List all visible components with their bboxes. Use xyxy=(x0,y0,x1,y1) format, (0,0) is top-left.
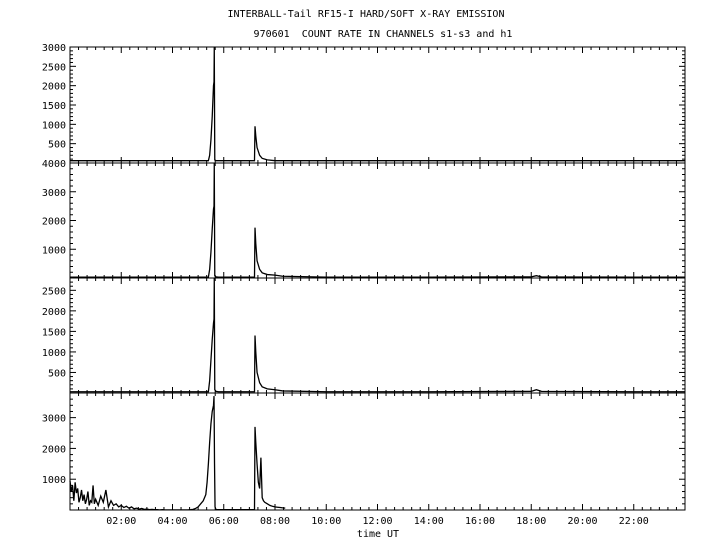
panel-3-y-tick-label: 2500 xyxy=(42,286,66,297)
panel-3-frame xyxy=(69,277,686,394)
panel-1-series-line xyxy=(70,46,685,162)
panel-1-y-tick-label: 1500 xyxy=(42,101,66,112)
x-tick-label: 16:00 xyxy=(465,516,495,527)
panel-1-frame xyxy=(69,46,686,164)
panel-2-y-tick-label: 1000 xyxy=(42,245,66,256)
chart-title: INTERBALL-Tail RF15-I HARD/SOFT X-RAY EM… xyxy=(227,9,505,20)
panel-4-frame xyxy=(69,392,686,511)
panel-1-y-tick-label: 2000 xyxy=(42,82,66,93)
x-tick-label: 08:00 xyxy=(260,516,290,527)
panel-2-series-line xyxy=(70,162,685,278)
panel-2-y-tick-label: 2000 xyxy=(42,217,66,228)
x-tick-label: 14:00 xyxy=(414,516,444,527)
x-tick-label: 04:00 xyxy=(157,516,187,527)
x-tick-label: 22:00 xyxy=(619,516,649,527)
panel-2-y-tick-label: 3000 xyxy=(42,188,66,199)
x-tick-label: 10:00 xyxy=(311,516,341,527)
panel-1-y-tick-label: 2500 xyxy=(42,62,66,73)
panel-1-y-tick-label: 3000 xyxy=(42,43,66,54)
x-tick-label: 12:00 xyxy=(362,516,392,527)
panel-4-y-tick-label: 3000 xyxy=(42,414,66,425)
x-tick-label: 02:00 xyxy=(106,516,136,527)
panel-4-series-line xyxy=(69,396,286,511)
panel-2-y-tick-label: 4000 xyxy=(42,159,66,170)
panel-1-y-tick-label: 1000 xyxy=(42,120,66,131)
panel-4-y-tick-label: 2000 xyxy=(42,444,66,455)
panel-3-y-tick-label: 1000 xyxy=(42,348,66,359)
panel-2-frame xyxy=(69,162,686,279)
panel-4-y-tick-label: 1000 xyxy=(42,475,66,486)
panel-3-series-line xyxy=(70,277,685,393)
panel-3-y-tick-label: 500 xyxy=(48,368,66,379)
x-axis-label: time UT xyxy=(357,529,399,540)
chart-subtitle: 970601 COUNT RATE IN CHANNELS s1-s3 and … xyxy=(253,29,513,40)
panel-3-y-tick-label: 1500 xyxy=(42,327,66,338)
x-tick-label: 06:00 xyxy=(209,516,239,527)
x-tick-label: 18:00 xyxy=(516,516,546,527)
x-tick-label: 20:00 xyxy=(567,516,597,527)
panel-3-y-tick-label: 2000 xyxy=(42,307,66,318)
panel-1-y-tick-label: 500 xyxy=(48,140,66,151)
